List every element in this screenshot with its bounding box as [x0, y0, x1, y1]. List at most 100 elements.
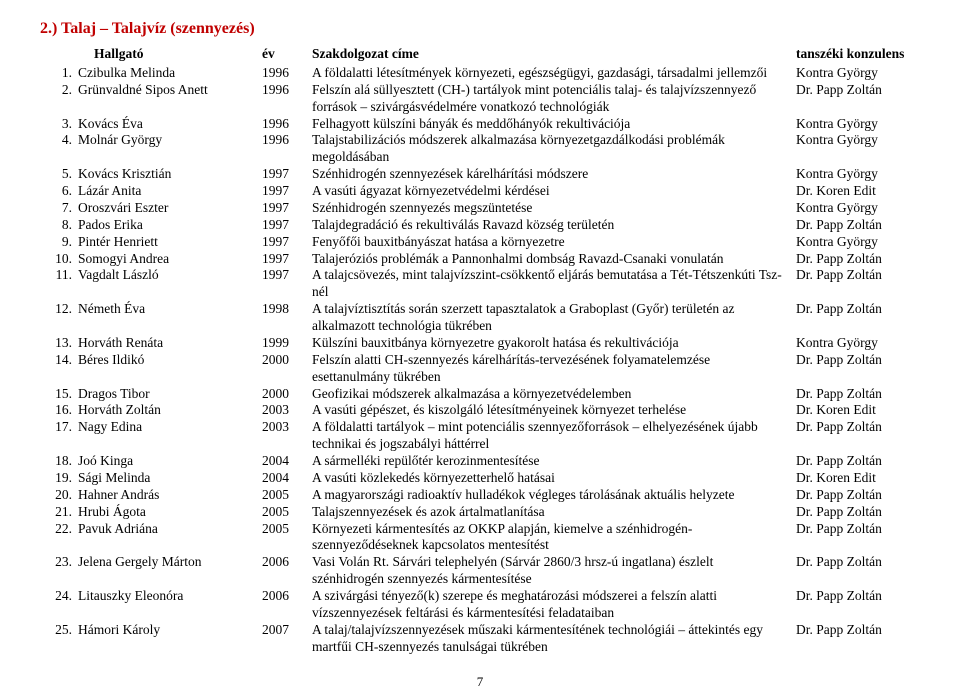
table-body: 1.Czibulka Melinda1996A földalatti létes… — [40, 65, 920, 656]
consultant: Kontra György — [792, 166, 920, 183]
consultant: Dr. Papp Zoltán — [792, 419, 920, 453]
col-header-student: Hallgató — [74, 46, 258, 65]
thesis-title: A talaj/talajvízszennyezések műszaki kár… — [308, 622, 792, 656]
student-name: Sági Melinda — [74, 470, 258, 487]
row-number: 14. — [40, 352, 74, 386]
page: 2.) Talaj – Talajvíz (szennyezés) Hallga… — [0, 0, 960, 700]
consultant: Dr. Koren Edit — [792, 402, 920, 419]
row-number: 19. — [40, 470, 74, 487]
row-number: 4. — [40, 132, 74, 166]
table-header-row: Hallgató év Szakdolgozat címe tanszéki k… — [40, 46, 920, 65]
student-name: Németh Éva — [74, 301, 258, 335]
consultant: Dr. Koren Edit — [792, 470, 920, 487]
row-number: 22. — [40, 521, 74, 555]
row-number: 5. — [40, 166, 74, 183]
thesis-title: A vasúti közlekedés környezetterhelő hat… — [308, 470, 792, 487]
thesis-title: Környezeti kármentesítés az OKKP alapján… — [308, 521, 792, 555]
table-row: 10.Somogyi Andrea1997Talajeróziós problé… — [40, 251, 920, 268]
table-row: 12.Németh Éva1998A talajvíztisztítás sor… — [40, 301, 920, 335]
row-number: 13. — [40, 335, 74, 352]
thesis-title: A vasúti ágyazat környezetvédelmi kérdés… — [308, 183, 792, 200]
year: 1997 — [258, 267, 308, 301]
thesis-title: Szénhidrogén szennyezések kárelhárítási … — [308, 166, 792, 183]
col-header-consultant: tanszéki konzulens — [792, 46, 920, 65]
table-row: 1.Czibulka Melinda1996A földalatti létes… — [40, 65, 920, 82]
consultant: Dr. Papp Zoltán — [792, 386, 920, 403]
table-row: 11.Vagdalt László1997A talajcsövezés, mi… — [40, 267, 920, 301]
col-header-number — [40, 46, 74, 65]
student-name: Oroszvári Eszter — [74, 200, 258, 217]
consultant: Dr. Papp Zoltán — [792, 251, 920, 268]
table-row: 22.Pavuk Adriána2005Környezeti kármentes… — [40, 521, 920, 555]
thesis-title: Vasi Volán Rt. Sárvári telephelyén (Sárv… — [308, 554, 792, 588]
thesis-title: Külszíni bauxitbánya környezetre gyakoro… — [308, 335, 792, 352]
row-number: 9. — [40, 234, 74, 251]
student-name: Czibulka Melinda — [74, 65, 258, 82]
table-row: 4.Molnár György1996Talajstabilizációs mó… — [40, 132, 920, 166]
consultant: Dr. Papp Zoltán — [792, 453, 920, 470]
student-name: Béres Ildikó — [74, 352, 258, 386]
row-number: 23. — [40, 554, 74, 588]
student-name: Grünvaldné Sipos Anett — [74, 82, 258, 116]
student-name: Horváth Zoltán — [74, 402, 258, 419]
student-name: Horváth Renáta — [74, 335, 258, 352]
thesis-title: Geofizikai módszerek alkalmazása a körny… — [308, 386, 792, 403]
row-number: 20. — [40, 487, 74, 504]
year: 2005 — [258, 487, 308, 504]
table-row: 17.Nagy Edina2003A földalatti tartályok … — [40, 419, 920, 453]
student-name: Nagy Edina — [74, 419, 258, 453]
table-row: 16.Horváth Zoltán2003A vasúti gépészet, … — [40, 402, 920, 419]
table-row: 2.Grünvaldné Sipos Anett1996Felszín alá … — [40, 82, 920, 116]
thesis-title: Felszín alatti CH-szennyezés kárelhárítá… — [308, 352, 792, 386]
consultant: Dr. Papp Zoltán — [792, 588, 920, 622]
table-row: 3.Kovács Éva1996Felhagyott külszíni bány… — [40, 116, 920, 133]
year: 2006 — [258, 588, 308, 622]
row-number: 16. — [40, 402, 74, 419]
consultant: Dr. Papp Zoltán — [792, 267, 920, 301]
row-number: 21. — [40, 504, 74, 521]
row-number: 25. — [40, 622, 74, 656]
year: 1996 — [258, 132, 308, 166]
student-name: Vagdalt László — [74, 267, 258, 301]
thesis-title: Talajdegradáció és rekultiválás Ravazd k… — [308, 217, 792, 234]
row-number: 7. — [40, 200, 74, 217]
year: 1998 — [258, 301, 308, 335]
table-row: 14.Béres Ildikó2000Felszín alatti CH-sze… — [40, 352, 920, 386]
row-number: 3. — [40, 116, 74, 133]
consultant: Dr. Papp Zoltán — [792, 521, 920, 555]
student-name: Litauszky Eleonóra — [74, 588, 258, 622]
row-number: 18. — [40, 453, 74, 470]
student-name: Joó Kinga — [74, 453, 258, 470]
year: 1996 — [258, 65, 308, 82]
student-name: Hahner András — [74, 487, 258, 504]
thesis-title: A talajcsövezés, mint talajvízszint-csök… — [308, 267, 792, 301]
row-number: 24. — [40, 588, 74, 622]
year: 1997 — [258, 251, 308, 268]
row-number: 8. — [40, 217, 74, 234]
year: 1997 — [258, 200, 308, 217]
consultant: Dr. Papp Zoltán — [792, 487, 920, 504]
student-name: Somogyi Andrea — [74, 251, 258, 268]
row-number: 15. — [40, 386, 74, 403]
thesis-title: Talajeróziós problémák a Pannonhalmi dom… — [308, 251, 792, 268]
year: 1997 — [258, 183, 308, 200]
row-number: 6. — [40, 183, 74, 200]
consultant: Dr. Papp Zoltán — [792, 301, 920, 335]
student-name: Jelena Gergely Márton — [74, 554, 258, 588]
table-row: 20.Hahner András2005A magyarországi radi… — [40, 487, 920, 504]
consultant: Dr. Papp Zoltán — [792, 352, 920, 386]
student-name: Dragos Tibor — [74, 386, 258, 403]
year: 2007 — [258, 622, 308, 656]
consultant: Kontra György — [792, 132, 920, 166]
student-name: Pados Erika — [74, 217, 258, 234]
thesis-title: Felszín alá süllyesztett (CH-) tartályok… — [308, 82, 792, 116]
table-row: 6.Lázár Anita1997A vasúti ágyazat környe… — [40, 183, 920, 200]
table-row: 13.Horváth Renáta1999Külszíni bauxitbány… — [40, 335, 920, 352]
table-row: 8.Pados Erika1997Talajdegradáció és reku… — [40, 217, 920, 234]
table-row: 24.Litauszky Eleonóra2006A szivárgási té… — [40, 588, 920, 622]
consultant: Dr. Papp Zoltán — [792, 622, 920, 656]
year: 2003 — [258, 419, 308, 453]
table-row: 19.Sági Melinda2004A vasúti közlekedés k… — [40, 470, 920, 487]
student-name: Lázár Anita — [74, 183, 258, 200]
year: 1999 — [258, 335, 308, 352]
